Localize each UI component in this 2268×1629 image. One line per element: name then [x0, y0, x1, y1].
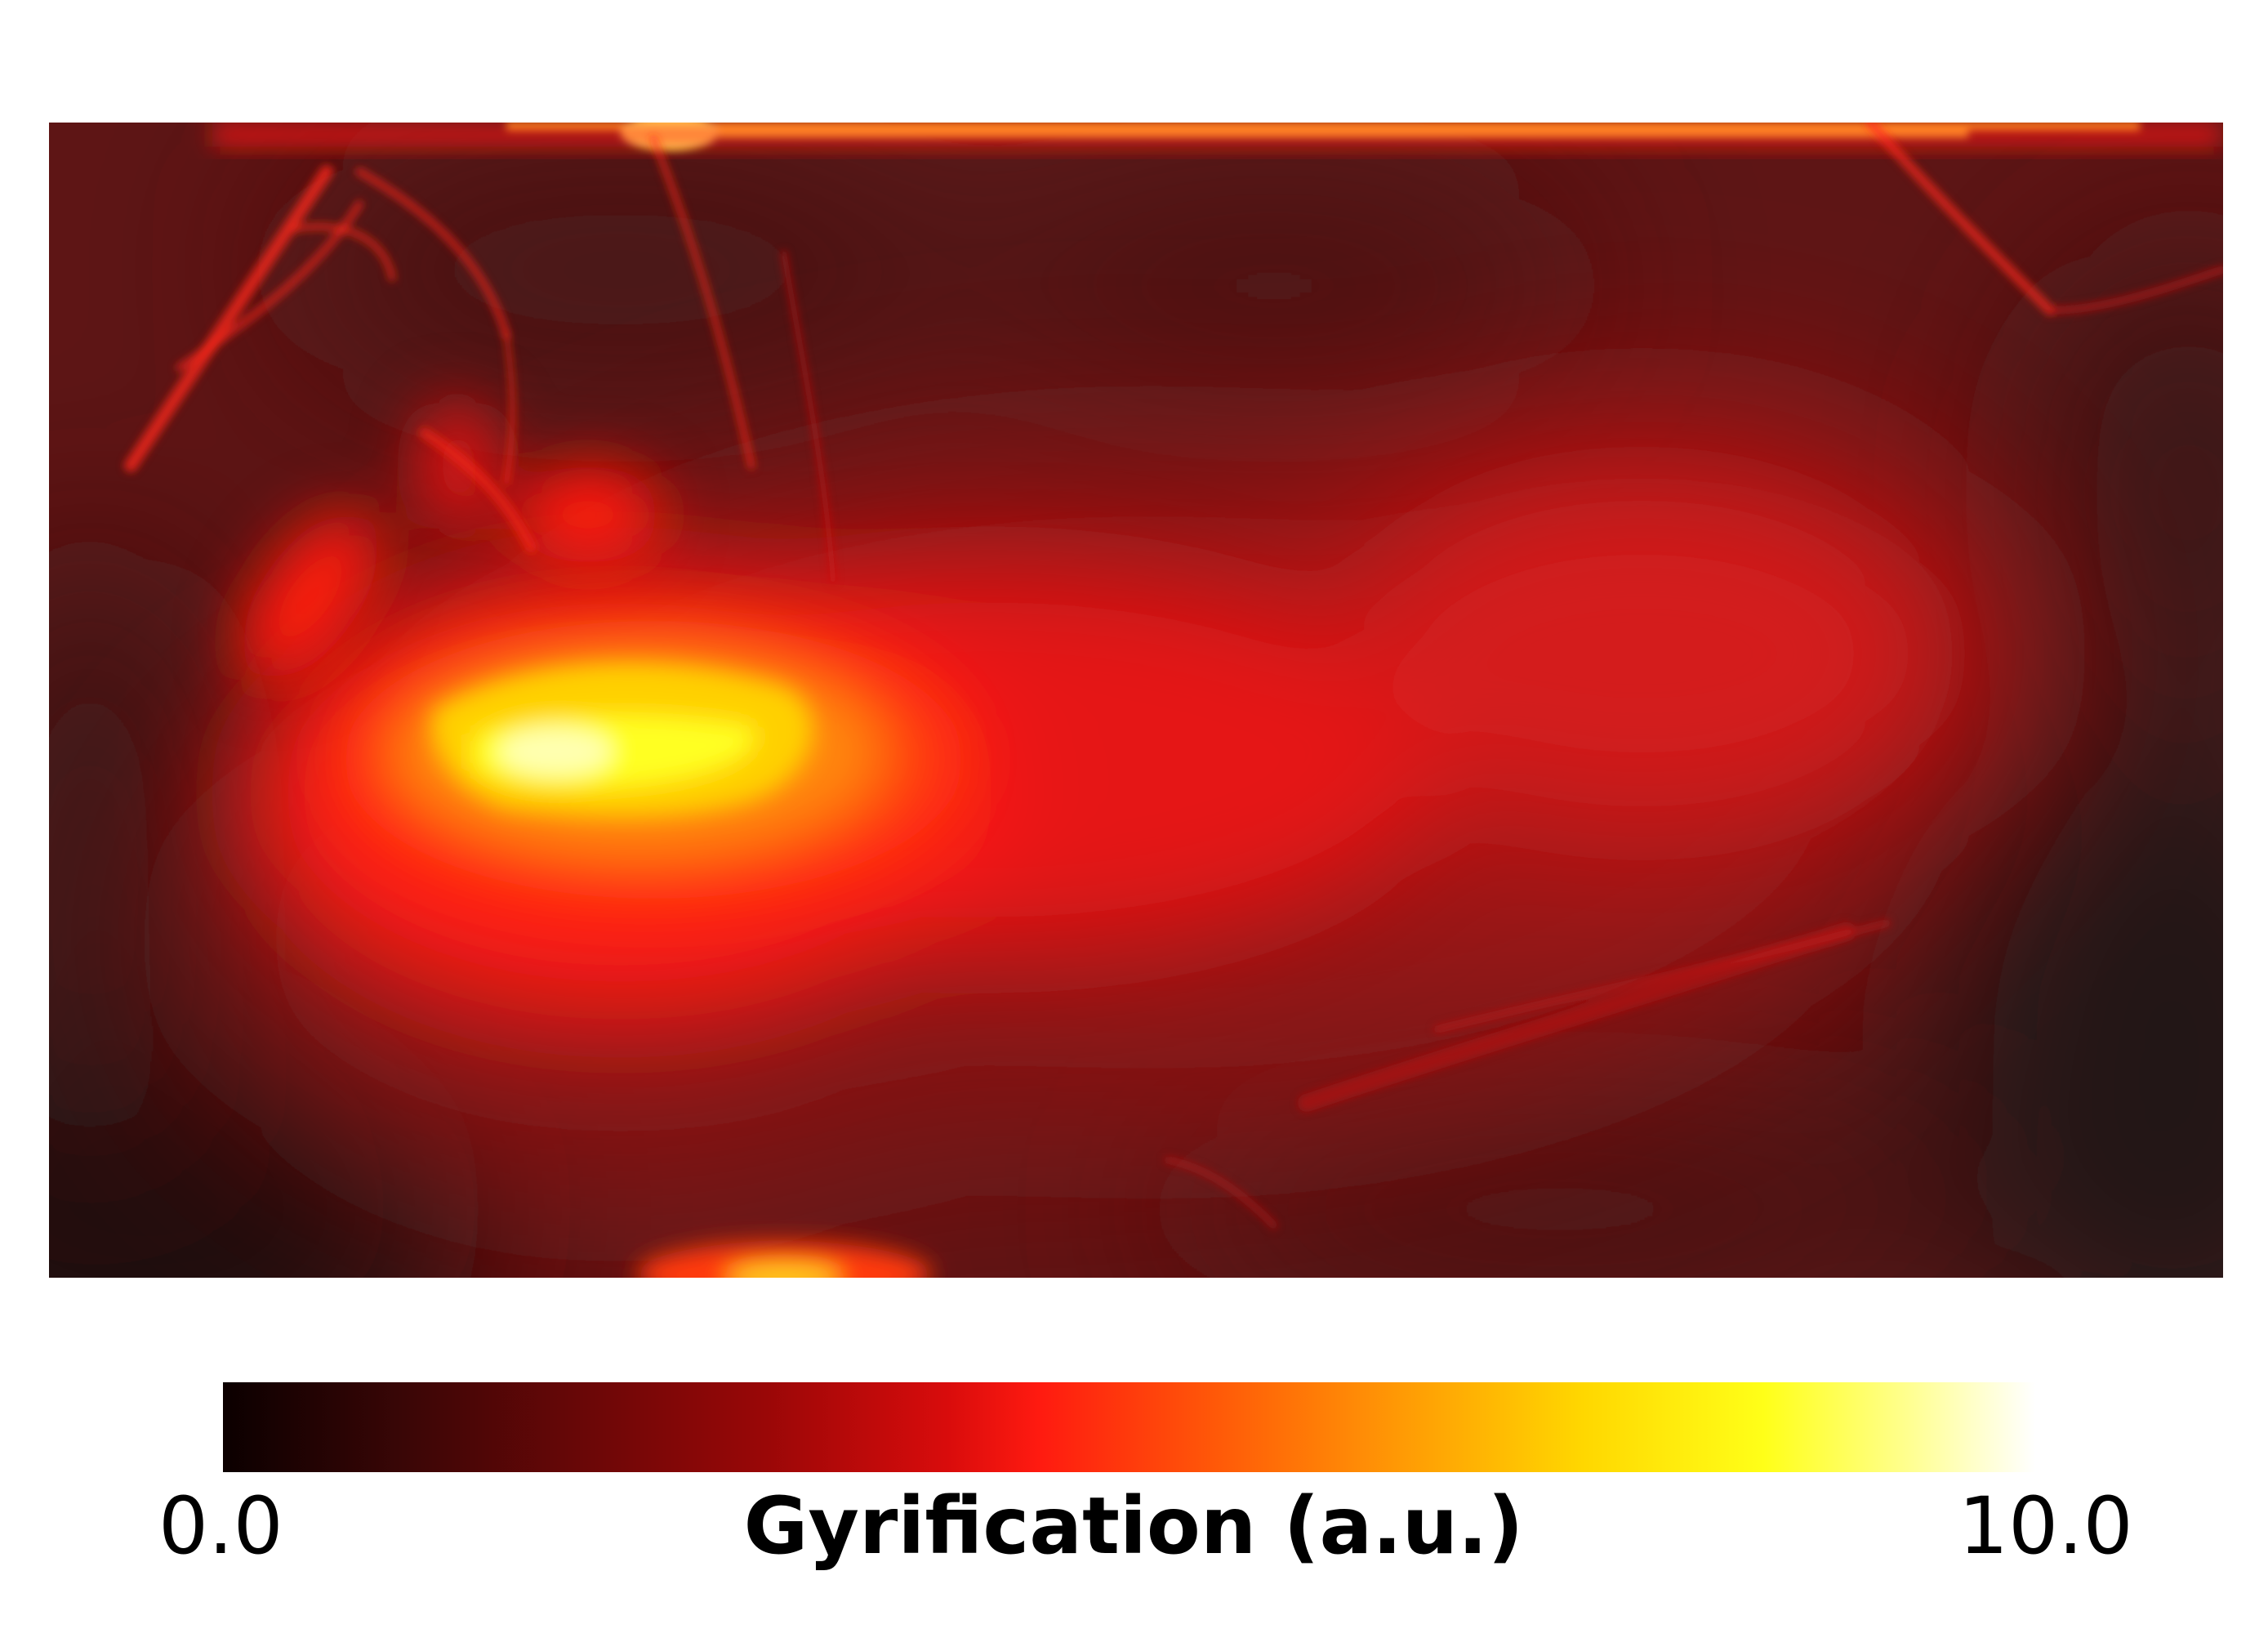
dark-regions	[49, 139, 2223, 1278]
red-patches	[241, 400, 662, 682]
colorbar-min-label: 0.0	[158, 1480, 283, 1572]
bottom-edge-spot	[637, 1242, 931, 1278]
colorbar-title: Gyrification (a.u.)	[743, 1480, 1524, 1572]
colorbar	[223, 1382, 2035, 1472]
left-hotspot-core	[431, 663, 813, 817]
colorbar-gradient	[223, 1382, 2035, 1472]
heatmap-image	[49, 123, 2223, 1278]
fine-structures	[124, 123, 2223, 1230]
heatmap-svg	[49, 123, 2223, 1278]
colorbar-max-label: 10.0	[1958, 1480, 2133, 1572]
